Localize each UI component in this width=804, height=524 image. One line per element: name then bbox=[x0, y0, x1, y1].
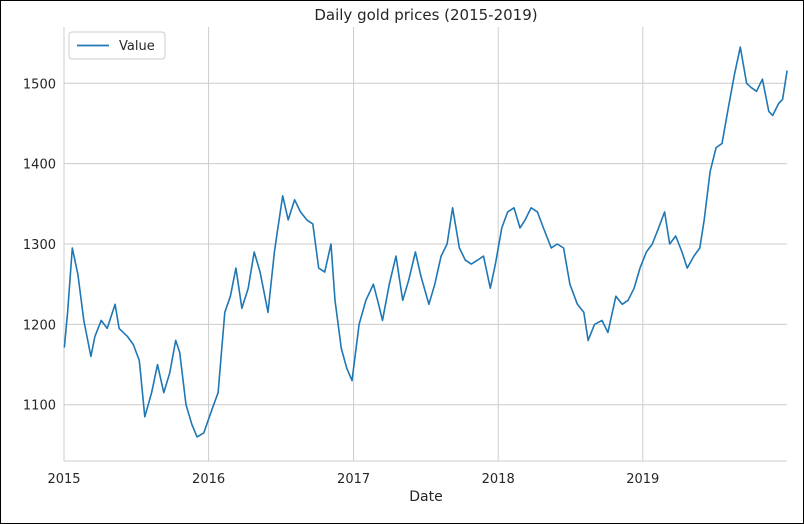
axis-spines bbox=[63, 27, 787, 462]
legend-box bbox=[68, 31, 166, 60]
grid-lines bbox=[63, 27, 787, 461]
x-tick-label: 2018 bbox=[482, 472, 515, 487]
y-tick-label: 1100 bbox=[23, 399, 56, 414]
series-group bbox=[63, 46, 788, 438]
y-axis-ticks: 1100 1200 1300 1400 1500 bbox=[23, 77, 56, 413]
x-tick-label: 2019 bbox=[626, 472, 659, 487]
legend-label-value: Value bbox=[119, 39, 155, 54]
y-tick-label: 1400 bbox=[23, 158, 56, 173]
y-tick-label: 1300 bbox=[23, 238, 56, 253]
legend: Value bbox=[68, 31, 166, 60]
x-tick-label: 2017 bbox=[337, 472, 370, 487]
y-tick-label: 1200 bbox=[23, 318, 56, 333]
x-axis-label: Date bbox=[409, 489, 442, 505]
series-line-value bbox=[63, 46, 788, 438]
y-tick-label: 1500 bbox=[23, 77, 56, 92]
x-tick-label: 2016 bbox=[192, 472, 225, 487]
x-tick-label: 2015 bbox=[47, 472, 80, 487]
x-axis-ticks: 2015 2016 2017 2018 2019 bbox=[47, 472, 659, 487]
chart-title: Daily gold prices (2015-2019) bbox=[314, 6, 537, 24]
